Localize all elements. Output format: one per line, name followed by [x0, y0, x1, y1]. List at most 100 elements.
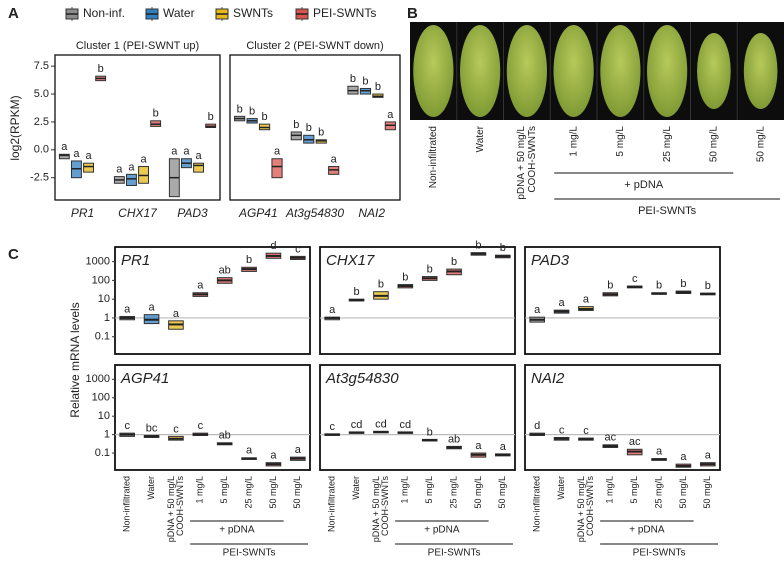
significance-letter: b	[375, 81, 381, 93]
significance-letter: b	[237, 103, 243, 115]
facet-frame	[229, 54, 401, 201]
facet-frame	[114, 364, 311, 471]
x-tick-label: COOH-SWNTs	[585, 476, 595, 536]
significance-letter: cd	[400, 419, 412, 431]
facet-frame	[319, 364, 516, 471]
leaf-photo	[553, 25, 594, 117]
leaf-photo	[647, 25, 688, 117]
significance-letter: a	[246, 445, 253, 457]
photo-label: Water	[475, 125, 486, 152]
facet-frame	[524, 364, 721, 471]
significance-letter: a	[73, 148, 80, 160]
significance-letter: b	[293, 119, 299, 131]
significance-letter: a	[475, 440, 482, 452]
significance-letter: b	[656, 280, 662, 292]
significance-letter: a	[387, 109, 394, 121]
significance-letter: a	[534, 304, 541, 316]
x-tick-label: COOH-SWNTs	[380, 476, 390, 536]
significance-letter: b	[362, 75, 368, 87]
bracket-label: + pDNA	[624, 179, 663, 191]
x-tick-label: 25 mg/L	[653, 476, 663, 509]
x-tick-label: 50 mg/L	[292, 476, 302, 509]
significance-letter: b	[607, 280, 613, 292]
significance-letter: a	[656, 445, 663, 457]
significance-letter: c	[583, 425, 589, 437]
leaf-photo	[460, 25, 501, 117]
significance-letter: a	[705, 450, 712, 462]
bracket-label: PEI-SWNTs	[428, 548, 481, 559]
x-tick-label: 50 mg/L	[497, 476, 507, 509]
significance-letter: a	[128, 161, 135, 173]
facet-frame	[524, 246, 721, 355]
significance-letter: b	[246, 254, 252, 266]
box	[83, 162, 94, 173]
leaf-photo	[413, 25, 454, 117]
x-tick-label: 5 mg/L	[629, 476, 639, 504]
significance-letter: a	[197, 280, 204, 292]
significance-letter: a	[500, 441, 507, 453]
leaf-photo	[506, 25, 547, 117]
facet-title: Cluster 1 (PEI-SWNT up)	[76, 40, 199, 52]
x-tick-label: Water	[146, 476, 156, 500]
x-tick-label: PR1	[71, 206, 94, 220]
bracket-label: PEI-SWNTs	[638, 205, 697, 217]
photo-label: 50 mg/L	[755, 126, 766, 163]
significance-letter: ab	[448, 433, 460, 445]
x-tick-label: 1 mg/L	[400, 476, 410, 504]
significance-letter: a	[124, 303, 131, 315]
leaf-photo	[743, 33, 778, 109]
facet-title: CHX17	[326, 252, 375, 269]
bracket-label: PEI-SWNTs	[633, 548, 686, 559]
x-tick-label: 50 mg/L	[473, 476, 483, 509]
leaf-photo	[697, 33, 731, 109]
photo-label: 5 mg/L	[615, 126, 626, 157]
x-tick-label: CHX17	[118, 206, 158, 220]
y-axis-label: Relative mRNA levels	[68, 302, 82, 417]
bracket-label: + pDNA	[219, 525, 255, 536]
significance-letter: a	[274, 146, 281, 158]
x-tick-label: pDNA + 50 mg/L	[371, 476, 381, 542]
y-tick-label: 5.0	[34, 88, 49, 100]
y-tick-label: 10	[98, 410, 110, 422]
significance-letter: bc	[146, 422, 158, 434]
x-tick-label: Water	[556, 476, 566, 500]
x-tick-label: 25 mg/L	[448, 476, 458, 509]
box	[126, 173, 137, 187]
significance-letter: a	[171, 146, 178, 158]
x-tick-label: 5 mg/L	[219, 476, 229, 504]
photo-label: 50 mg/L	[709, 126, 720, 163]
significance-letter: a	[61, 141, 68, 153]
significance-letter: a	[680, 451, 687, 463]
facet-title: PR1	[121, 252, 150, 269]
significance-letter: b	[705, 280, 711, 292]
significance-letter: b	[427, 263, 433, 275]
x-tick-label: Water	[351, 476, 361, 500]
x-tick-label: 50 mg/L	[702, 476, 712, 509]
x-tick-label: 1 mg/L	[605, 476, 615, 504]
x-tick-label: AGP41	[238, 206, 278, 220]
x-tick-label: 1 mg/L	[195, 476, 205, 504]
significance-letter: ab	[219, 430, 231, 442]
facet-title: PAD3	[531, 252, 570, 269]
photo-label: Non-infiltrated	[428, 126, 439, 188]
significance-letter: b	[402, 271, 408, 283]
facet-title: AGP41	[120, 370, 169, 387]
significance-letter: a	[183, 146, 190, 158]
facet-title: At3g54830	[325, 370, 399, 387]
significance-letter: ac	[629, 436, 641, 448]
significance-letter: b	[350, 73, 356, 85]
significance-letter: ab	[219, 265, 231, 277]
bracket-label: + pDNA	[629, 525, 665, 536]
bracket-label: + pDNA	[424, 525, 460, 536]
panel-label: A	[8, 5, 19, 22]
box	[193, 162, 205, 173]
significance-letter: a	[173, 308, 180, 320]
y-tick-label: 100	[92, 274, 110, 286]
panel-label: B	[407, 5, 418, 22]
significance-letter: d	[270, 240, 276, 252]
significance-letter: b	[153, 108, 159, 120]
photo-label: 1 mg/L	[568, 126, 579, 157]
significance-letter: c	[295, 243, 301, 255]
significance-letter: b	[378, 279, 384, 291]
x-tick-label: At3g54830	[285, 206, 344, 220]
